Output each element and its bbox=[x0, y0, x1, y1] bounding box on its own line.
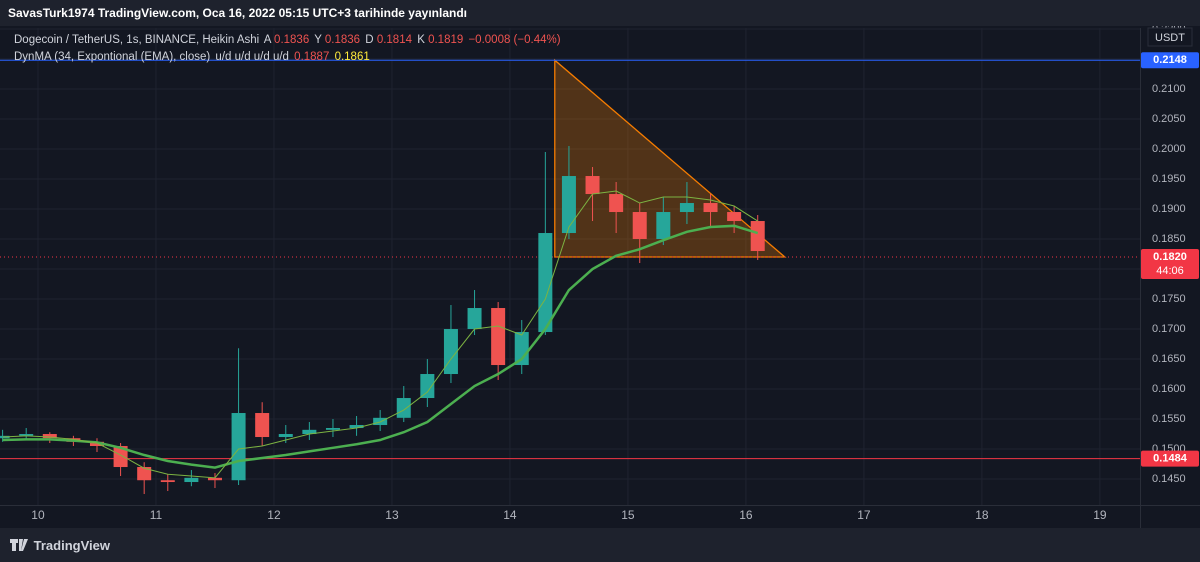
candle-body bbox=[538, 233, 553, 333]
candle-body bbox=[19, 434, 34, 436]
footer: TradingView bbox=[10, 538, 110, 553]
y-tick-label: 0.1650 bbox=[1152, 353, 1186, 365]
price-label-bg bbox=[1141, 450, 1199, 467]
x-tick-label: 17 bbox=[857, 508, 871, 522]
y-tick-label: 0.1750 bbox=[1152, 293, 1186, 305]
candle-body bbox=[585, 176, 600, 195]
candle-body bbox=[89, 441, 104, 447]
candle-body bbox=[373, 417, 388, 426]
legend-symbol: Dogecoin / TetherUS, 1s, BINANCE, Heikin… bbox=[14, 34, 260, 46]
candle-body bbox=[231, 413, 246, 481]
x-tick-label: 10 bbox=[31, 508, 45, 522]
y-tick-label: 0.1900 bbox=[1152, 203, 1186, 215]
y-tick-label: 0.1550 bbox=[1152, 413, 1186, 425]
x-tick-label: 13 bbox=[385, 508, 399, 522]
countdown: 44:06 bbox=[1156, 265, 1184, 277]
x-tick-label: 14 bbox=[503, 508, 517, 522]
legend-args: u/d u/d u/d u/d bbox=[215, 51, 289, 63]
candle-body bbox=[727, 212, 742, 222]
x-tick-label: 19 bbox=[1093, 508, 1107, 522]
candle-body bbox=[656, 212, 671, 240]
y-tick-label: 0.1700 bbox=[1152, 323, 1186, 335]
legend-change: −0.0008 (−0.44%) bbox=[468, 34, 561, 46]
price-label-bg bbox=[1141, 52, 1199, 69]
candle-body bbox=[184, 477, 199, 483]
legend-row: Dogecoin / TetherUS, 1s, BINANCE, Heikin… bbox=[14, 32, 563, 49]
legend-value: 0.1814 bbox=[376, 34, 412, 46]
candle-body bbox=[207, 477, 222, 481]
candle-body bbox=[561, 176, 576, 234]
y-tick-label: 0.2000 bbox=[1152, 143, 1186, 155]
y-tick-label: 0.1600 bbox=[1152, 383, 1186, 395]
currency: USDT bbox=[1155, 32, 1185, 44]
y-tick-label: 0.1450 bbox=[1152, 473, 1186, 485]
candle-body bbox=[255, 413, 270, 438]
legend-key: K bbox=[417, 34, 425, 46]
legend: Dogecoin / TetherUS, 1s, BINANCE, Heikin… bbox=[14, 32, 563, 66]
candle-body bbox=[420, 374, 435, 399]
legend-key: D bbox=[365, 34, 374, 46]
candle-body bbox=[609, 194, 624, 213]
price-label: 0.2148 bbox=[1153, 54, 1187, 66]
logo bbox=[10, 539, 28, 551]
y-tick-label: 0.2100 bbox=[1152, 83, 1186, 95]
currency-bg bbox=[1147, 27, 1193, 47]
candle-body bbox=[396, 398, 411, 418]
candle-body bbox=[325, 428, 340, 430]
price-label-bg bbox=[1141, 249, 1199, 280]
y-tick-label: 0.1950 bbox=[1152, 173, 1186, 185]
candle-body bbox=[443, 329, 458, 375]
candle-body bbox=[514, 332, 529, 366]
x-tick-label: 11 bbox=[150, 508, 163, 522]
footer-bg bbox=[0, 528, 1200, 562]
candle-body bbox=[491, 308, 506, 366]
x-tick-label: 12 bbox=[267, 508, 281, 522]
price-label: 0.1820 bbox=[1153, 251, 1187, 263]
candle-body bbox=[113, 446, 128, 468]
legend-indicator-value: 0.1861 bbox=[334, 51, 370, 63]
candle-body bbox=[467, 308, 482, 330]
candle-body bbox=[278, 434, 293, 438]
price-label: 0.1484 bbox=[1153, 453, 1188, 465]
legend-value: 0.1836 bbox=[274, 34, 310, 46]
legend-key: Y bbox=[314, 34, 322, 46]
header-title: SavasTurk1974 TradingView.com, Oca 16, 2… bbox=[8, 6, 467, 20]
x-tick-label: 18 bbox=[975, 508, 989, 522]
candle-body bbox=[750, 221, 765, 252]
legend-indicator-value: 0.1887 bbox=[294, 51, 330, 63]
candle-body bbox=[679, 203, 694, 213]
y-tick-label: 0.2050 bbox=[1152, 113, 1186, 125]
candle-body bbox=[349, 425, 364, 429]
indicator-line bbox=[2, 224, 759, 469]
legend-indicator: DynMA (34, Expontional (EMA), close) bbox=[14, 51, 211, 63]
candle-body bbox=[42, 434, 57, 439]
legend-value: 0.1819 bbox=[428, 34, 464, 46]
brand: TradingView bbox=[33, 538, 110, 553]
indicator-line bbox=[2, 190, 758, 479]
y-tick-label: 0.1850 bbox=[1152, 233, 1186, 245]
x-tick-label: 15 bbox=[621, 508, 635, 522]
candle-body bbox=[137, 467, 152, 481]
legend-row: DynMA (34, Expontional (EMA), close) u/d… bbox=[14, 49, 563, 66]
x-tick-label: 16 bbox=[739, 508, 753, 522]
candle-body bbox=[703, 203, 718, 213]
candle-body bbox=[160, 480, 175, 483]
legend-key: A bbox=[263, 34, 271, 46]
candle-body bbox=[302, 429, 317, 435]
header: SavasTurk1974 TradingView.com, Oca 16, 2… bbox=[0, 0, 1200, 26]
candle-body bbox=[632, 212, 647, 240]
legend-value: 0.1836 bbox=[324, 34, 361, 46]
